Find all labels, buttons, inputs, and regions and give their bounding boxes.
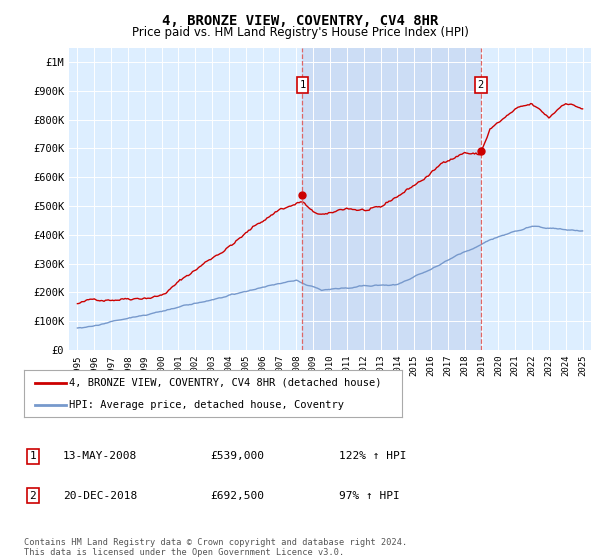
Text: 122% ↑ HPI: 122% ↑ HPI — [339, 451, 407, 461]
Text: 1: 1 — [29, 451, 37, 461]
Text: Contains HM Land Registry data © Crown copyright and database right 2024.
This d: Contains HM Land Registry data © Crown c… — [24, 538, 407, 557]
Text: HPI: Average price, detached house, Coventry: HPI: Average price, detached house, Cove… — [70, 400, 344, 410]
Text: 20-DEC-2018: 20-DEC-2018 — [63, 491, 137, 501]
Text: 4, BRONZE VIEW, COVENTRY, CV4 8HR (detached house): 4, BRONZE VIEW, COVENTRY, CV4 8HR (detac… — [70, 378, 382, 388]
Text: 4, BRONZE VIEW, COVENTRY, CV4 8HR: 4, BRONZE VIEW, COVENTRY, CV4 8HR — [162, 14, 438, 28]
Bar — [302, 48, 481, 350]
Text: 2: 2 — [478, 80, 484, 90]
Text: £539,000: £539,000 — [210, 451, 264, 461]
Text: Price paid vs. HM Land Registry's House Price Index (HPI): Price paid vs. HM Land Registry's House … — [131, 26, 469, 39]
Text: £692,500: £692,500 — [210, 491, 264, 501]
Text: 2: 2 — [29, 491, 37, 501]
Text: 97% ↑ HPI: 97% ↑ HPI — [339, 491, 400, 501]
Text: 13-MAY-2008: 13-MAY-2008 — [63, 451, 137, 461]
Text: 1: 1 — [299, 80, 305, 90]
